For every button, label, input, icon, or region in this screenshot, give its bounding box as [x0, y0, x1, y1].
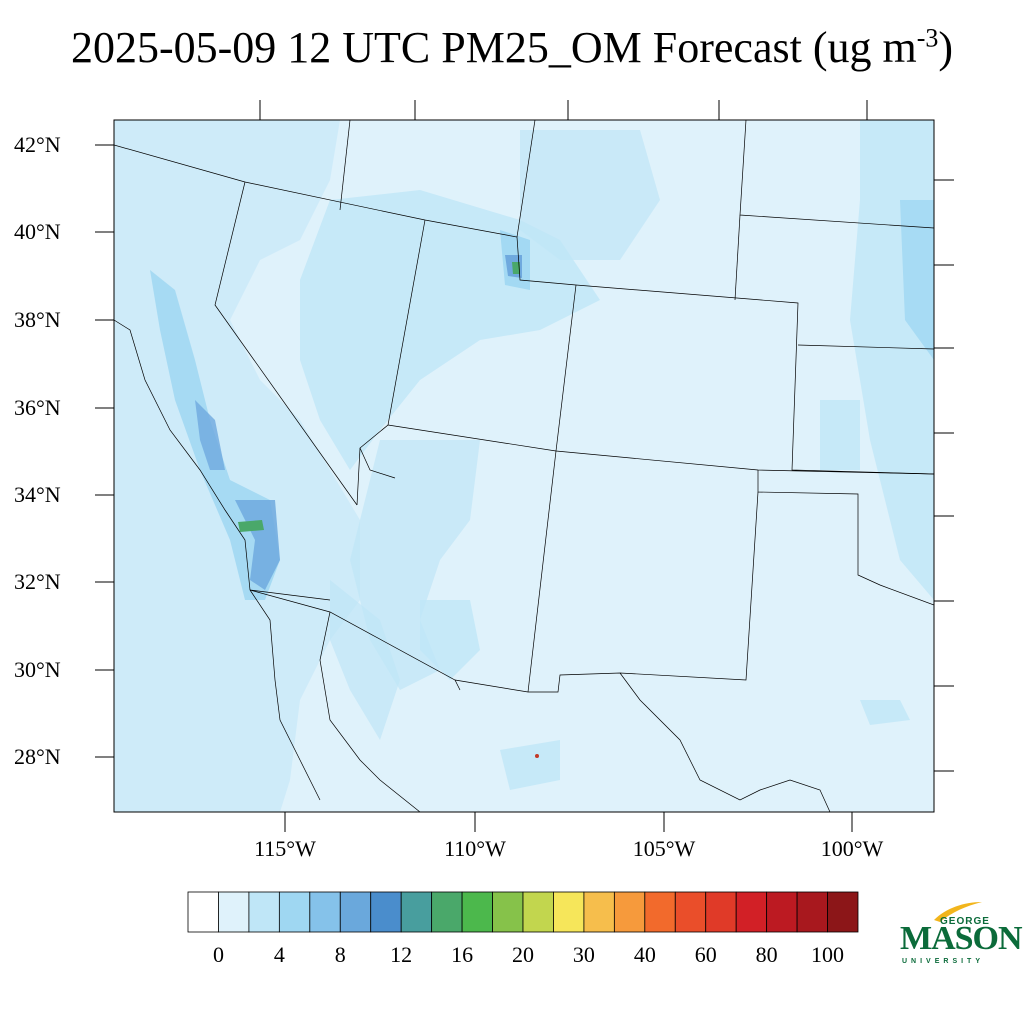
colorbar-swatch: [613, 891, 646, 933]
logo-swoosh-icon: [934, 902, 982, 922]
lat-label: 34°N: [14, 482, 61, 507]
colorbar-swatch: [218, 891, 250, 933]
colorbar-label: 40: [633, 942, 656, 967]
gmu-logo: GEORGE MASON UNIVERSITY: [896, 900, 1023, 970]
title-close-paren: ): [938, 23, 954, 72]
lon-label: 105°W: [632, 836, 696, 861]
map-frame: [113, 119, 935, 813]
lat-label: 38°N: [14, 307, 61, 332]
chart-title: 2025-05-09 12 UTC PM25_OM Forecast (ug m…: [0, 22, 1024, 73]
lon-label: 115°W: [254, 836, 316, 861]
colorbar-swatch: [400, 891, 433, 933]
lat-label: 36°N: [14, 395, 61, 420]
logo-mason: MASON: [900, 920, 1023, 957]
colorbar-swatch: [553, 891, 585, 933]
colorbar-swatch: [705, 891, 737, 933]
concentration-fields: [114, 120, 934, 812]
boundaries: [114, 120, 934, 812]
colorbar-label: 8: [334, 942, 346, 967]
colorbar-swatch: [796, 891, 828, 933]
colorbar-swatch: [187, 891, 219, 933]
lat-label: 28°N: [14, 744, 61, 769]
colorbar-swatch: [309, 891, 341, 933]
map-ticks: [95, 100, 954, 832]
colorbar-swatch: [674, 891, 707, 933]
colorbar-label: 80: [755, 942, 778, 967]
colorbar-swatch: [735, 891, 768, 933]
colorbar-label: 4: [273, 942, 285, 967]
colorbar-swatch: [248, 891, 280, 933]
colorbar-swatch: [766, 891, 798, 933]
colorbar-label: 0: [212, 942, 224, 967]
colorbar-swatch: [827, 891, 859, 933]
colorbar-swatch: [339, 891, 372, 933]
colorbar-swatch: [583, 891, 615, 933]
colorbar: [187, 891, 859, 933]
lat-label: 32°N: [14, 569, 61, 594]
colorbar-label: 20: [512, 942, 534, 967]
lat-label: 30°N: [14, 657, 61, 682]
lat-label: 40°N: [14, 219, 61, 244]
colorbar-swatch: [492, 891, 524, 933]
colorbar-swatch: [431, 891, 463, 933]
title-text: 2025-05-09 12 UTC PM25_OM Forecast (ug m: [70, 23, 917, 72]
colorbar-swatch: [644, 891, 676, 933]
lat-label: 42°N: [14, 132, 61, 157]
colorbar-label: 60: [694, 942, 717, 967]
colorbar-swatch: [278, 891, 311, 933]
colorbar-label: 12: [390, 942, 413, 967]
colorbar-swatch: [370, 891, 402, 933]
lon-label: 100°W: [820, 836, 884, 861]
lon-label: 110°W: [444, 836, 506, 861]
colorbar-swatch: [461, 891, 493, 933]
title-unit-exponent: -3: [916, 23, 939, 53]
logo-george: GEORGE: [940, 916, 990, 927]
colorbar-label: 30: [572, 942, 595, 967]
colorbar-label: 16: [451, 942, 474, 967]
logo-university: UNIVERSITY: [902, 958, 985, 965]
colorbar-label: 100: [811, 942, 845, 967]
colorbar-swatch: [522, 891, 554, 933]
